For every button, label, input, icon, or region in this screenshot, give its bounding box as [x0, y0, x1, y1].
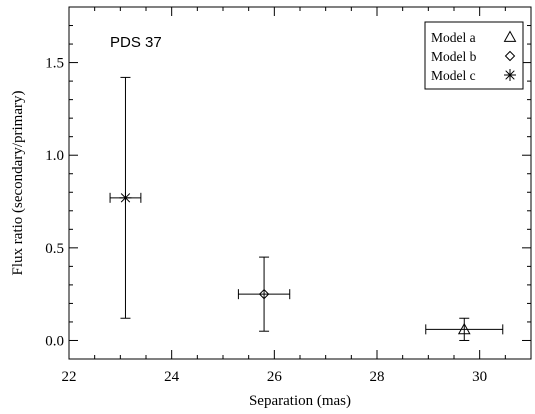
legend-label: Model c [431, 68, 476, 83]
legend-asterisk-marker [504, 69, 516, 81]
asterisk-stroke [505, 70, 515, 80]
x-tick-label: 30 [472, 369, 487, 385]
asterisk-stroke [120, 193, 131, 203]
x-tick-label: 26 [267, 369, 283, 385]
x-tick-label: 22 [62, 369, 77, 385]
asterisk-marker [119, 191, 132, 204]
model-c-point [109, 76, 142, 319]
legend-diamond-marker [504, 50, 516, 62]
x-tick-label: 24 [164, 369, 180, 385]
y-tick-label: 0.0 [45, 333, 64, 349]
x-tick-label: 28 [370, 369, 385, 385]
model-b-point [237, 256, 291, 332]
data-marks [109, 76, 504, 341]
legend-label: Model b [431, 49, 477, 64]
chart-annotation: PDS 37 [110, 34, 162, 51]
y-axis-label: Flux ratio (secondary/primary) [10, 91, 26, 276]
model-a-point [425, 317, 504, 341]
y-tick-label: 1.5 [45, 56, 64, 72]
x-axis-label: Separation (mas) [249, 393, 351, 409]
y-tick-label: 0.5 [45, 241, 64, 257]
axis-ticks: 22 24 26 28 30 0.0 0.5 1.0 1.5 [45, 7, 532, 385]
legend-label: Model a [431, 30, 476, 45]
legend-items: Model a Model b Model c [431, 30, 517, 83]
triangle-marker [457, 322, 471, 335]
y-tick-label: 1.0 [45, 148, 64, 164]
legend-triangle-marker [503, 30, 517, 42]
diamond-marker [258, 288, 270, 300]
legend: Model a Model b Model c [424, 21, 524, 90]
